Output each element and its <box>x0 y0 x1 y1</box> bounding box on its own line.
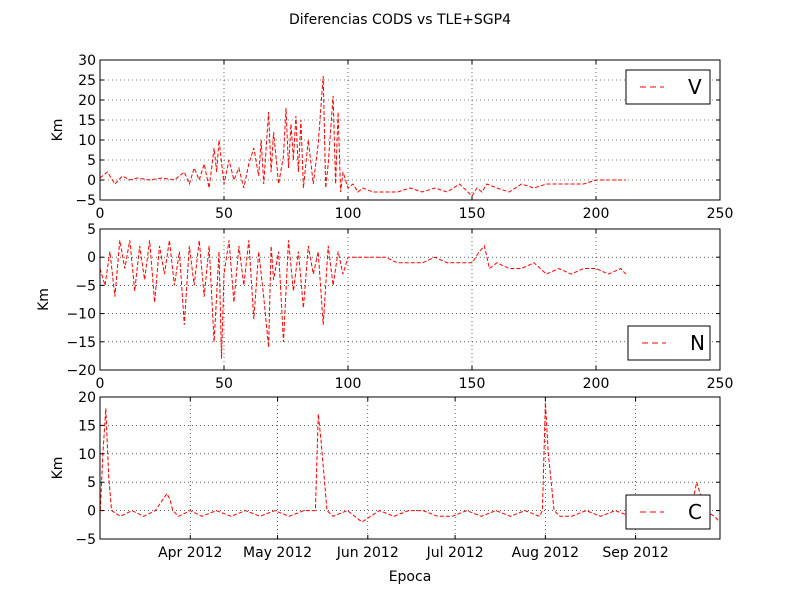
y-tick-label: 20 <box>78 93 96 109</box>
series-line-V <box>99 75 626 197</box>
y-tick-label: 5 <box>87 475 96 491</box>
plot-frame <box>99 59 721 201</box>
x-tick-label: 0 <box>96 376 105 392</box>
legend-entry: N <box>690 331 705 355</box>
x-tick-label: 250 <box>707 376 734 392</box>
x-tick-label: Jul 2012 <box>426 545 484 561</box>
legend-box <box>627 325 711 361</box>
x-tick-label: 100 <box>335 206 362 222</box>
legend-entry: C <box>688 500 702 524</box>
x-tick-label: 50 <box>215 206 233 222</box>
x-tick-label: Jun 2012 <box>336 545 399 561</box>
y-tick-label: 0 <box>87 250 96 266</box>
x-tick-label: 50 <box>215 376 233 392</box>
series-line-N <box>99 240 627 359</box>
x-tick-label: Apr 2012 <box>158 545 222 561</box>
x-tick-label: 200 <box>583 206 610 222</box>
y-axis-label: Km <box>36 288 52 311</box>
x-tick-label: 0 <box>96 206 105 222</box>
x-tick-label: Aug 2012 <box>512 545 579 561</box>
x-tick-label: May 2012 <box>243 545 312 561</box>
panel-3: Apr 2012 May 2012 Jun 2012 Jul 2012 Aug 2012… <box>50 390 721 585</box>
x-tick-label: 250 <box>707 206 734 222</box>
y-tick-label: 10 <box>78 447 96 463</box>
legend-entry: V <box>688 75 702 99</box>
y-tick-label: 20 <box>78 390 96 406</box>
y-tick-label: 5 <box>87 222 96 238</box>
y-tick-label: 15 <box>78 418 96 434</box>
legend-box <box>625 494 711 530</box>
y-tick-label: 5 <box>87 153 96 169</box>
x-tick-label: 150 <box>459 206 486 222</box>
y-tick-label: 0 <box>87 173 96 189</box>
figure-title: Diferencias CODS vs TLE+SGP4 <box>289 12 511 28</box>
y-tick-label: 30 <box>78 53 96 69</box>
plot-frame <box>99 396 721 540</box>
y-tick-label: 10 <box>78 133 96 149</box>
panel-2: 0 50 100 150 200 250 −20 −15 −10 −5 0 5 Km N <box>36 222 733 392</box>
y-tick-label: −5 <box>75 193 96 209</box>
x-tick-label: 150 <box>459 376 486 392</box>
x-tick-label: 200 <box>583 376 610 392</box>
x-axis-label: Epoca <box>389 569 432 585</box>
x-tick-label: 100 <box>335 376 362 392</box>
y-axis-label: Km <box>50 119 66 142</box>
y-tick-label: −20 <box>66 363 96 379</box>
y-tick-label: 25 <box>78 73 96 89</box>
y-tick-label: −15 <box>66 335 96 351</box>
y-axis-label: Km <box>50 457 66 480</box>
y-tick-label: −5 <box>75 532 96 548</box>
y-tick-label: −10 <box>66 307 96 323</box>
plot-frame <box>99 228 721 371</box>
x-tick-label: Sep 2012 <box>602 545 668 561</box>
y-tick-label: −5 <box>75 278 96 294</box>
y-tick-label: 0 <box>87 504 96 520</box>
series-line-C <box>99 402 721 523</box>
y-tick-label: 15 <box>78 113 96 129</box>
